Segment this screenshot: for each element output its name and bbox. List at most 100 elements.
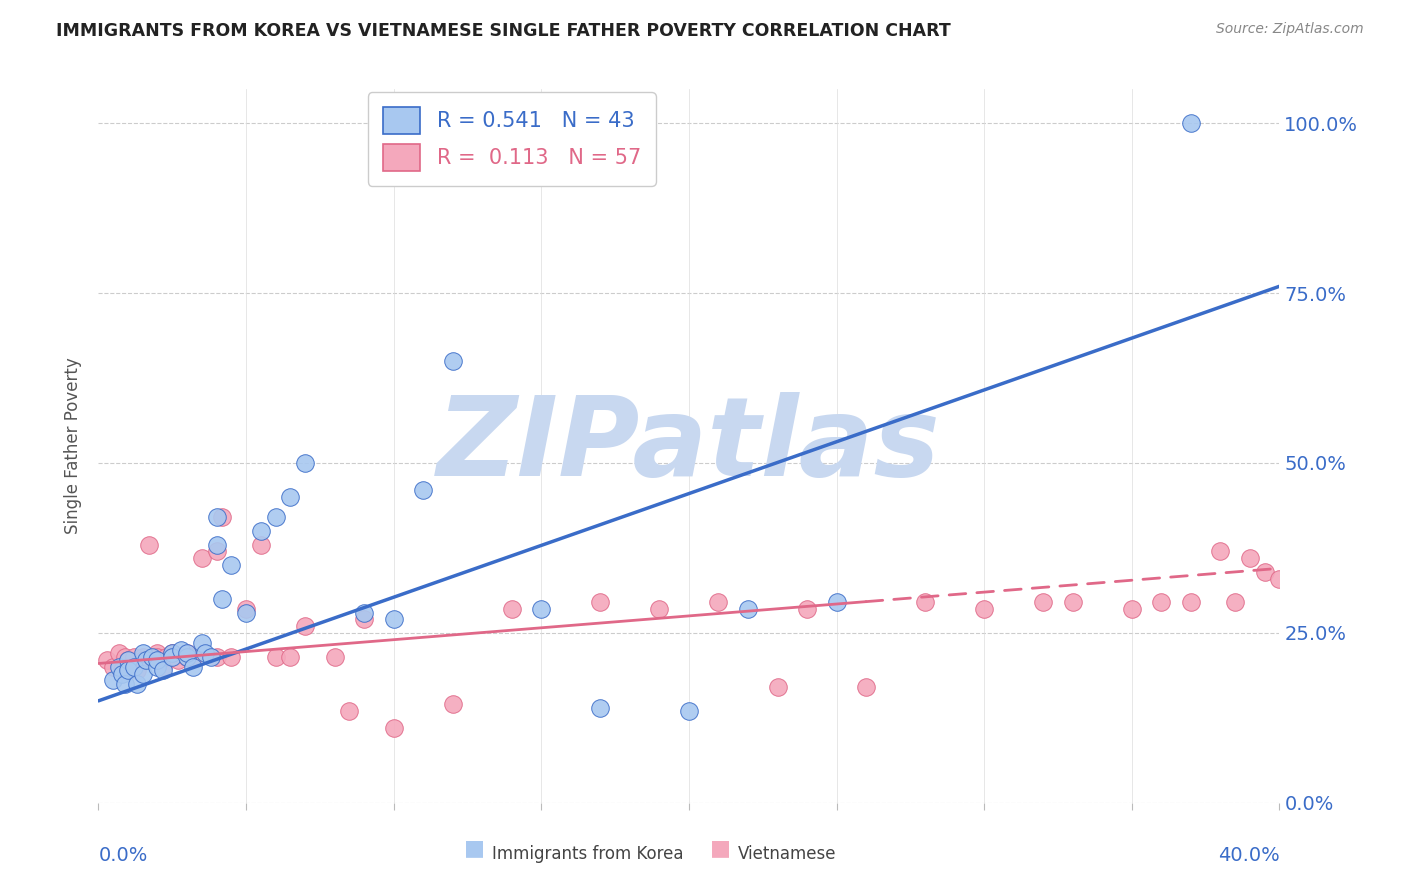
Point [1254,565,1277,579]
Point [323,649,346,664]
Point [1268,572,1291,586]
Point [132,653,155,667]
Point [141,649,163,664]
Point [141,649,163,664]
Point [117,653,139,667]
Point [1209,544,1232,558]
Text: Immigrants from Korea: Immigrants from Korea [492,845,683,863]
Point [152,660,174,674]
Point [181,649,204,664]
Point [146,653,169,667]
Point [796,602,818,616]
Point [339,704,361,718]
Text: IMMIGRANTS FROM KOREA VS VIETNAMESE SINGLE FATHER POVERTY CORRELATION CHART: IMMIGRANTS FROM KOREA VS VIETNAMESE SING… [56,22,950,40]
Point [1239,551,1261,566]
Point [264,510,287,524]
Point [707,595,730,609]
Point [132,646,155,660]
Point [353,612,375,626]
Point [155,649,177,664]
Point [108,646,131,660]
Point [132,666,155,681]
Point [211,510,233,524]
Point [1062,595,1084,609]
Point [117,663,139,677]
Point [146,649,169,664]
Point [205,537,228,551]
Point [1180,595,1202,609]
Point [280,649,302,664]
Point [678,704,700,718]
Point [914,595,936,609]
Legend: R = 0.541   N = 43, R =  0.113   N = 57: R = 0.541 N = 43, R = 0.113 N = 57 [368,93,655,186]
Text: ZIPatlas: ZIPatlas [437,392,941,500]
Point [648,602,671,616]
Point [176,646,198,660]
Point [382,721,405,735]
Point [162,649,183,664]
Point [103,660,125,674]
Point [235,602,257,616]
Point [152,663,174,677]
Point [122,660,145,674]
Point [162,646,183,660]
Point [170,643,193,657]
Point [117,660,139,674]
Point [412,483,434,498]
Point [132,649,155,664]
Point [111,663,134,677]
Point [181,660,204,674]
Point [146,660,169,674]
Point [250,524,273,538]
Y-axis label: Single Father Poverty: Single Father Poverty [65,358,83,534]
Point [530,602,553,616]
Text: Source: ZipAtlas.com: Source: ZipAtlas.com [1216,22,1364,37]
Point [211,591,233,606]
Point [108,660,131,674]
Point [1032,595,1054,609]
Point [264,649,287,664]
Point [825,595,848,609]
Point [294,456,316,470]
Point [382,612,405,626]
Text: Vietnamese: Vietnamese [738,845,837,863]
Point [501,602,523,616]
Point [138,537,160,551]
Point [167,653,190,667]
Text: ■: ■ [710,838,731,858]
Point [589,700,612,714]
Point [737,602,759,616]
Point [96,653,118,667]
Point [205,544,228,558]
Point [162,649,183,664]
Point [353,606,375,620]
Point [1180,116,1202,130]
Point [191,636,214,650]
Point [125,677,148,691]
Point [176,649,198,664]
Point [589,595,612,609]
Point [1225,595,1247,609]
Point [117,653,139,667]
Point [200,649,222,664]
Point [855,680,877,694]
Point [146,646,169,660]
Point [176,649,198,664]
Point [441,698,464,712]
Point [205,649,228,664]
Point [122,649,145,664]
Point [441,354,464,368]
Point [103,673,125,688]
Text: 0.0%: 0.0% [98,846,148,864]
Point [280,490,302,504]
Point [114,649,136,664]
Point [221,649,243,664]
Point [162,646,183,660]
Point [135,653,157,667]
Point [1121,602,1143,616]
Point [205,510,228,524]
Point [111,666,134,681]
Point [191,551,214,566]
Point [114,677,136,691]
Point [221,558,243,572]
